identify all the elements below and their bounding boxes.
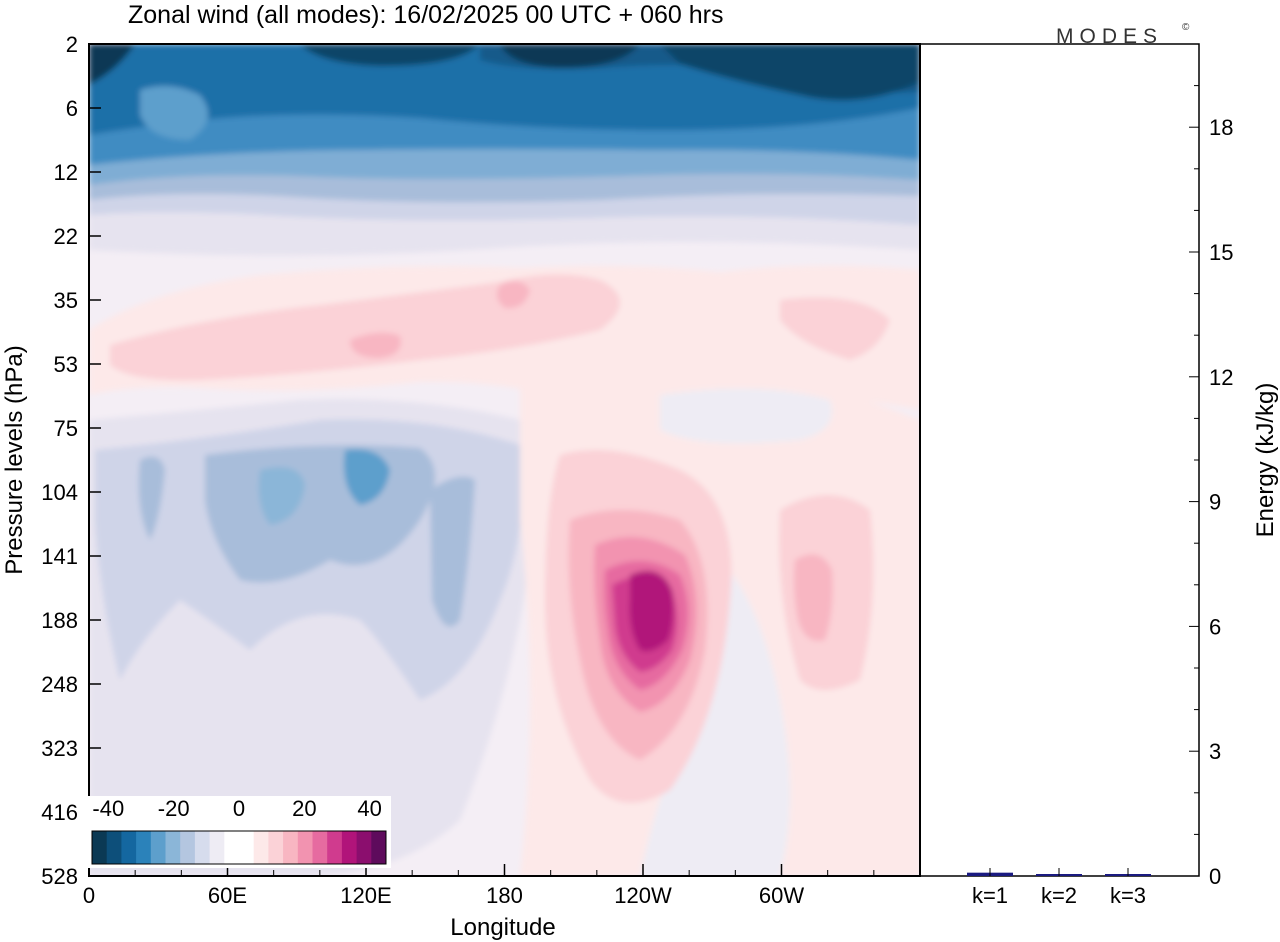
colorbar-cell [356,831,372,864]
colorbar-cell [136,831,152,864]
svg-text:MODES: MODES [1056,25,1163,48]
energy-tick-label: 18 [1209,115,1233,140]
y-tick-label: 35 [54,288,78,313]
colorbar-cell [92,831,108,864]
colorbar-cell [209,831,225,864]
x-tick-label: 0 [83,883,95,908]
y-tick-label: 75 [54,416,78,441]
energy-category-label: k=3 [1110,883,1146,908]
chart-title: Zonal wind (all modes): 16/02/2025 00 UT… [128,1,723,29]
contour-band [138,456,165,540]
contour-band [780,297,890,360]
y-tick-label: 188 [41,608,78,633]
colorbar-tick-label: 0 [233,796,245,821]
brand-logo: MODES © [1056,22,1190,48]
energy-panel [919,43,1200,877]
contour-band [89,44,135,85]
x-tick-label: 60E [208,883,247,908]
colorbar-cell [283,831,299,864]
energy-tick-label: 15 [1209,240,1233,265]
colorbar-tick-label: -20 [158,796,190,821]
energy-axis: 0 3 6 9 12 15 18 [1189,43,1233,889]
x-axis-label: Longitude [450,914,555,941]
contour-band [496,281,530,309]
contour-band [430,476,475,627]
y-tick-label: 53 [54,352,78,377]
x-axis: 0 60E 120E 180 120W 60W [83,864,875,908]
y-tick-label: 104 [41,480,78,505]
y-tick-label: 6 [66,96,78,121]
colorbar-cell [165,831,181,864]
colorbar-cell [371,831,387,864]
energy-axis-label: Energy (kJ/kg) [1252,383,1279,538]
contour-band [110,274,620,381]
y-tick-label: 141 [41,544,78,569]
colorbar-cell [180,831,196,864]
energy-tick-label: 3 [1209,739,1221,764]
colorbar-cell [224,831,240,864]
y-tick-label: 323 [41,736,78,761]
colorbar-tick-label: 20 [292,796,316,821]
y-tick-label: 528 [41,864,78,889]
contour-band [140,86,208,140]
colorbar-cell [106,831,122,864]
colorbar-cell [268,831,284,864]
contour-band [660,44,920,101]
colorbar-cell [121,831,137,864]
svg-text:©: © [1182,22,1190,33]
y-tick-label: 416 [41,800,78,825]
colorbar-tick-label: 40 [357,796,381,821]
y-tick-label: 12 [54,160,78,185]
colorbar-tick-label: -40 [92,796,124,821]
contour-band [258,467,305,525]
x-tick-label: 60W [759,883,804,908]
contour-band [794,554,833,641]
contour-band [500,44,640,68]
energy-tick-label: 9 [1209,490,1221,515]
energy-category-label: k=1 [972,883,1008,908]
colorbar-cell [194,831,210,864]
energy-tick-label: 0 [1209,864,1221,889]
x-tick-label: 180 [486,883,523,908]
colorbar-cell [253,831,269,864]
colorbar-cell [341,831,357,864]
contour-band [640,560,790,876]
y-axis-label: Pressure levels (hPa) [1,345,28,574]
colorbar-cell [327,831,343,864]
energy-bars: k=1 k=2 k=3 [967,868,1151,908]
y-tick-label: 2 [66,32,78,57]
colorbar-cell [239,831,255,864]
x-tick-label: 120W [614,883,672,908]
colorbar-cell [312,831,328,864]
colorbar-cell [150,831,166,864]
contour-band [350,332,401,358]
colorbar: -40 -20 0 20 40 [87,796,391,868]
energy-tick-label: 12 [1209,365,1233,390]
x-tick-label: 120E [340,883,391,908]
colorbar-cell [297,831,313,864]
y-tick-label: 248 [41,672,78,697]
contour-band [660,388,832,444]
y-tick-label: 22 [54,224,78,249]
colorbar-frame [91,830,387,865]
contour-band [300,44,480,66]
energy-category-label: k=2 [1041,883,1077,908]
zonal-wind-heatmap [89,44,920,876]
y-axis: 2 6 12 22 35 53 75 104 141 188 248 323 416 528 [41,32,101,889]
contour-band [629,570,674,652]
energy-tick-label: 6 [1209,614,1221,639]
contour-band [344,449,390,505]
